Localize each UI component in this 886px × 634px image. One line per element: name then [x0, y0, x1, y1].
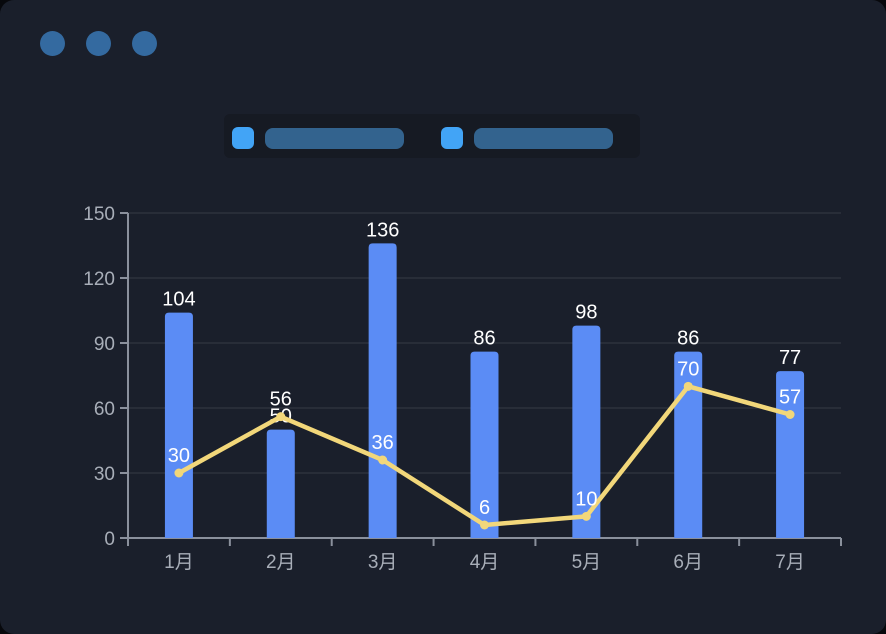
y-tick-label-90: 90: [94, 334, 115, 355]
line-value-label-6: 70: [677, 358, 699, 380]
bar-1月[interactable]: [164, 312, 193, 538]
y-tick-label-60: 60: [94, 399, 115, 420]
line-point-5月[interactable]: [581, 511, 591, 521]
line-point-2月[interactable]: [276, 412, 286, 422]
bar-5月[interactable]: [572, 325, 601, 538]
y-tick-label-120: 120: [83, 269, 115, 290]
line-value-label-4: 6: [479, 497, 490, 519]
bar-3月[interactable]: [368, 243, 397, 539]
x-category-label-4: 4月: [470, 552, 500, 573]
line-point-4月[interactable]: [480, 520, 489, 530]
legend-label-pill: [265, 127, 404, 149]
legend-item-1[interactable]: [232, 127, 404, 149]
legend-swatch-icon: [232, 127, 254, 149]
line-value-label-7: 57: [779, 387, 801, 409]
x-category-label-5: 5月: [572, 552, 602, 573]
line-point-6月[interactable]: [683, 381, 693, 391]
line-value-label-2: 56: [270, 389, 292, 411]
y-tick-label-0: 0: [104, 529, 115, 550]
window-dot-1[interactable]: [40, 31, 65, 56]
line-value-label-3: 36: [372, 432, 394, 454]
y-tick-label-30: 30: [94, 464, 115, 485]
line-value-label-1: 30: [168, 445, 190, 467]
bar-value-label-7: 77: [779, 347, 801, 369]
x-category-label-3: 3月: [368, 552, 398, 573]
window-dot-2[interactable]: [86, 31, 111, 56]
line-point-1月[interactable]: [174, 468, 184, 478]
x-category-label-1: 1月: [164, 552, 194, 573]
bar-value-label-1: 104: [162, 289, 195, 311]
bar-2月[interactable]: [266, 429, 295, 538]
bar-value-label-5: 98: [575, 302, 597, 324]
legend-item-2[interactable]: [441, 127, 613, 149]
bar-value-label-6: 86: [677, 328, 699, 350]
bar-value-label-4: 86: [473, 328, 495, 350]
bar-4月[interactable]: [470, 351, 499, 538]
line-value-label-5: 10: [575, 488, 597, 510]
window-dot-3[interactable]: [132, 31, 157, 56]
legend-swatch-icon: [441, 127, 463, 149]
line-point-7月[interactable]: [785, 410, 795, 419]
window-controls: [40, 31, 157, 56]
line-point-3月[interactable]: [378, 455, 388, 465]
x-category-label-2: 2月: [266, 552, 296, 573]
x-category-label-7: 7月: [775, 552, 805, 573]
bar-value-label-3: 136: [366, 219, 399, 241]
x-category-label-6: 6月: [673, 552, 703, 573]
y-tick-label-150: 150: [83, 204, 115, 225]
legend-label-pill: [474, 127, 613, 149]
